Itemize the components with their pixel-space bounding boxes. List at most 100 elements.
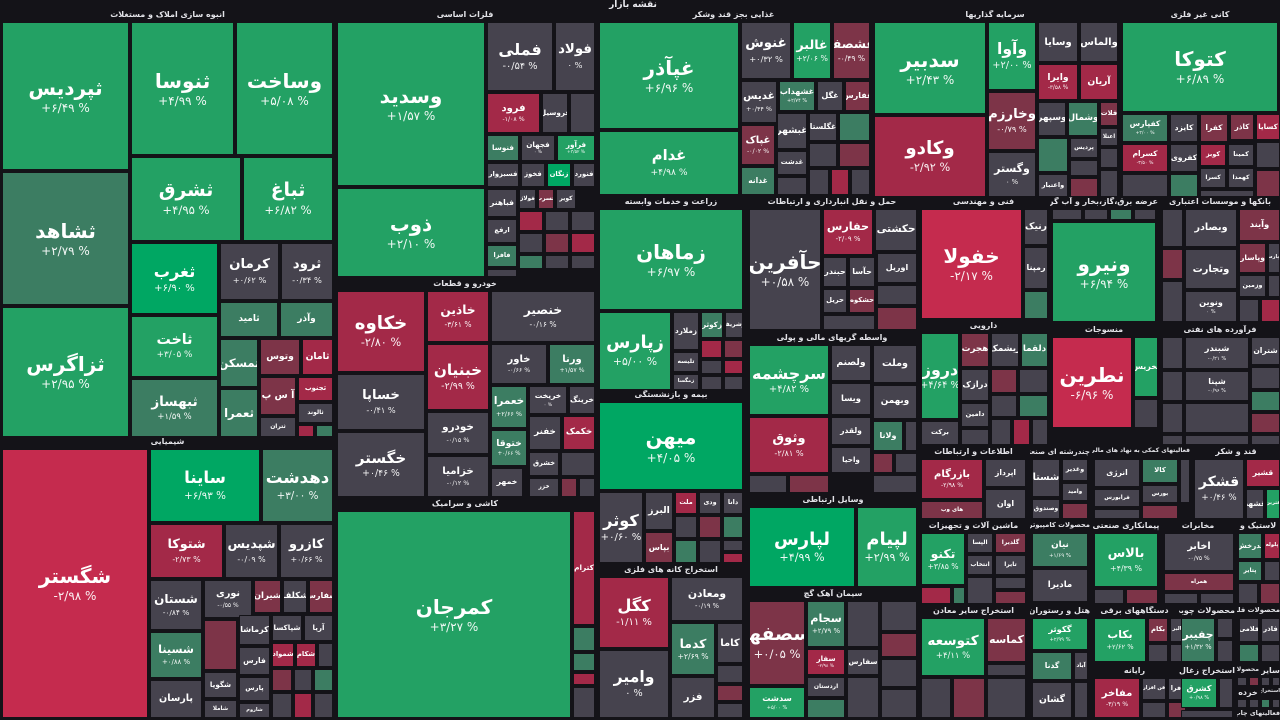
stock-tile[interactable]: دهدشت +۳/۰۰ % xyxy=(262,449,333,522)
stock-tile-small[interactable] xyxy=(294,669,312,691)
stock-tile[interactable]: بکاب +۲/۶۲ % xyxy=(1094,618,1146,662)
stock-tile-small[interactable] xyxy=(809,169,829,195)
stock-tile[interactable]: کتوسعه +۴/۱۱ % xyxy=(921,618,985,676)
stock-tile[interactable]: کاما xyxy=(717,623,743,663)
stock-tile-small[interactable] xyxy=(1126,589,1158,604)
stock-tile-small[interactable] xyxy=(991,419,1011,445)
stock-tile[interactable]: ختوقا +۰/۶۶ % xyxy=(491,430,527,466)
stock-tile-small[interactable] xyxy=(1084,209,1108,220)
stock-tile[interactable]: ثشاهد +۲/۷۹ % xyxy=(2,172,129,305)
stock-tile[interactable]: اعتلا xyxy=(1100,128,1118,146)
stock-tile[interactable]: شسینا +۰/۸۸ % xyxy=(150,632,202,678)
stock-tile[interactable]: کسایا xyxy=(1256,114,1280,140)
stock-tile[interactable]: حآفرین +۰/۵۸ % xyxy=(749,209,821,330)
stock-tile[interactable]: قثرین xyxy=(1266,489,1280,519)
stock-tile[interactable]: ملت xyxy=(675,492,697,514)
stock-tile[interactable]: کمینا xyxy=(1228,144,1254,166)
stock-tile-small[interactable] xyxy=(675,540,697,563)
stock-tile-small[interactable] xyxy=(1251,413,1280,433)
stock-tile[interactable]: خزر xyxy=(529,478,559,497)
stock-tile[interactable]: وپاسار xyxy=(1239,243,1266,273)
stock-tile[interactable]: خکمک xyxy=(563,416,595,450)
stock-tile[interactable]: وآوا +۲/۰۰ % xyxy=(988,22,1036,90)
stock-tile-small[interactable] xyxy=(545,233,569,253)
stock-tile-small[interactable] xyxy=(1162,371,1183,401)
stock-tile[interactable]: شستان -۰/۸۴ % xyxy=(150,580,202,630)
stock-tile[interactable]: اخابر -۰/۷۵ % xyxy=(1164,533,1234,571)
stock-tile[interactable]: ولصنم xyxy=(831,345,871,381)
stock-tile-small[interactable] xyxy=(1052,209,1082,220)
stock-tile[interactable]: نوری -۰/۵۵ % xyxy=(204,580,252,618)
stock-tile-small[interactable] xyxy=(873,453,893,473)
stock-tile[interactable]: پلوله xyxy=(1264,533,1280,559)
stock-tile[interactable]: ساینا +۶/۹۳ % xyxy=(150,449,260,522)
stock-tile[interactable]: ثپردیس +۶/۴۹ % xyxy=(2,22,129,170)
stock-tile[interactable]: قشهد xyxy=(1246,489,1264,519)
stock-tile-small[interactable] xyxy=(987,664,1026,676)
stock-tile[interactable]: وشمال xyxy=(1068,102,1098,136)
stock-tile[interactable]: حآسا xyxy=(849,257,875,287)
stock-tile-small[interactable] xyxy=(1094,509,1140,519)
stock-tile[interactable]: غفارس xyxy=(845,81,870,111)
stock-tile-small[interactable] xyxy=(1239,644,1259,662)
stock-tile-small[interactable] xyxy=(877,307,917,330)
stock-tile[interactable]: گشان xyxy=(1032,682,1072,718)
stock-tile-small[interactable] xyxy=(953,678,985,718)
stock-tile-small[interactable] xyxy=(573,627,595,651)
stock-tile-small[interactable] xyxy=(1032,419,1048,445)
stock-tile-small[interactable] xyxy=(1251,391,1280,411)
stock-tile[interactable]: غدشت xyxy=(777,151,807,175)
stock-tile[interactable]: فلامی xyxy=(1239,618,1259,642)
stock-tile[interactable]: غگلستا xyxy=(809,113,837,141)
stock-tile-small[interactable] xyxy=(1251,367,1280,389)
stock-tile[interactable]: ثامید xyxy=(220,302,278,337)
stock-tile[interactable]: فروسیل xyxy=(542,93,568,133)
stock-tile[interactable]: ثشرق +۴/۹۵ % xyxy=(131,157,241,241)
stock-tile[interactable]: برکت xyxy=(921,421,959,445)
stock-tile-small[interactable] xyxy=(717,685,743,701)
stock-tile[interactable]: وزمین xyxy=(1239,275,1266,297)
stock-tile[interactable]: خفنر xyxy=(529,416,561,450)
stock-tile[interactable]: وثوق -۲/۸۱ % xyxy=(749,417,829,473)
stock-tile[interactable]: حکشتی xyxy=(875,209,917,251)
stock-tile[interactable]: فجهان ۰ % xyxy=(521,135,555,161)
stock-tile-small[interactable] xyxy=(1024,291,1048,319)
stock-tile[interactable]: وپارس xyxy=(1268,243,1280,273)
stock-tile[interactable]: ودی xyxy=(699,492,721,514)
stock-tile[interactable]: پارس xyxy=(239,677,270,701)
stock-tile-small[interactable] xyxy=(967,577,993,604)
stock-tile[interactable]: خزامیا -۰/۱۲ % xyxy=(427,456,489,497)
stock-tile-small[interactable] xyxy=(995,591,1026,604)
stock-tile[interactable]: خاور -۰/۶۶ % xyxy=(491,344,547,384)
stock-tile[interactable]: اوریل xyxy=(877,253,917,283)
stock-tile[interactable]: کسرا xyxy=(1200,168,1226,188)
stock-tile[interactable]: ونیرو +۶/۹۴ % xyxy=(1052,222,1156,322)
stock-tile[interactable]: وسایا xyxy=(1038,22,1078,62)
stock-tile-small[interactable] xyxy=(561,452,595,476)
stock-tile-small[interactable] xyxy=(1249,699,1259,708)
stock-tile[interactable]: کوبز xyxy=(1200,144,1226,166)
stock-tile[interactable]: قشیر xyxy=(1246,459,1280,487)
stock-tile-small[interactable] xyxy=(314,693,333,718)
stock-tile[interactable]: کترام xyxy=(573,511,595,625)
stock-tile[interactable]: فباهنر xyxy=(487,189,517,217)
stock-tile[interactable]: حبندر xyxy=(823,257,847,287)
stock-tile[interactable]: ثرود -۰/۳۴ % xyxy=(281,243,333,300)
stock-tile[interactable]: وملت xyxy=(873,345,917,383)
stock-tile-small[interactable] xyxy=(995,577,1026,589)
stock-tile-small[interactable] xyxy=(724,340,743,358)
stock-tile-small[interactable] xyxy=(823,315,875,330)
stock-tile[interactable]: بالاس +۴/۳۹ % xyxy=(1094,533,1158,587)
stock-tile[interactable]: ونوین ۰ % xyxy=(1185,291,1237,322)
stock-tile[interactable]: کویر xyxy=(556,189,576,209)
stock-tile-small[interactable] xyxy=(579,478,595,497)
stock-tile[interactable]: کفروی xyxy=(1170,144,1198,172)
stock-tile[interactable]: انرژی xyxy=(1094,459,1140,487)
stock-tile-small[interactable] xyxy=(1237,677,1247,686)
stock-tile[interactable]: حفارس -۲/۰۹ % xyxy=(823,209,873,255)
stock-tile[interactable]: شتران xyxy=(1251,337,1280,365)
stock-tile[interactable]: فرآور +۳/۵۲ % xyxy=(557,135,595,161)
stock-tile[interactable]: دروز +۴/۶۴ % xyxy=(921,333,959,419)
stock-tile[interactable]: ثبهساز +۱/۵۹ % xyxy=(131,379,218,437)
stock-tile[interactable]: ذوب +۲/۱۰ % xyxy=(337,188,485,277)
